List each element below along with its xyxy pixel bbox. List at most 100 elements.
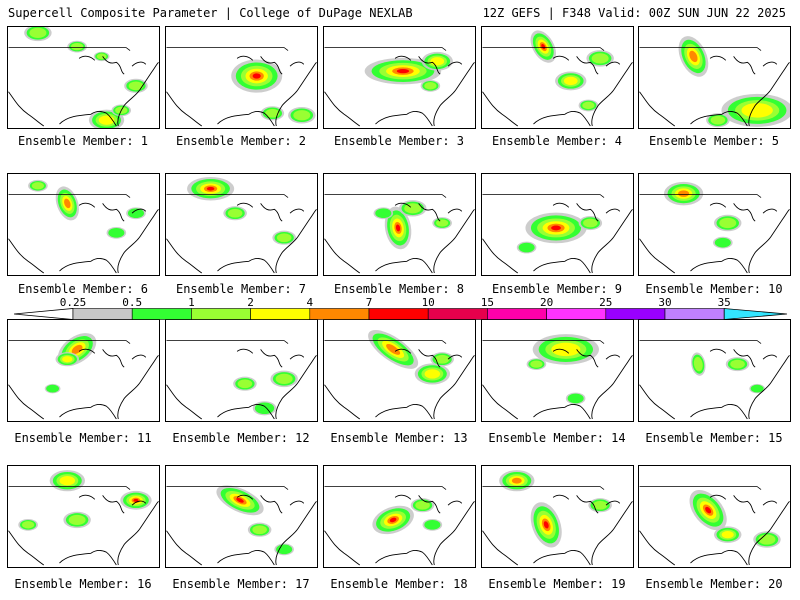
ensemble-member-map [323,26,476,129]
coastline [78,202,96,208]
coastline [117,500,159,566]
member-map-canvas [639,486,790,566]
scp-contour [530,360,543,368]
member-map-canvas [324,194,475,274]
ensemble-member-label: Ensemble Member: 20 [645,577,783,591]
coastline [78,55,96,61]
us-canada-border [8,340,131,344]
scp-contour [710,115,726,125]
coastline [260,349,283,368]
coastline [591,208,633,274]
scp-contour [567,393,584,404]
coastline [78,348,96,354]
coastline [605,61,621,67]
coastline [447,61,463,67]
member-map-canvas [324,47,475,127]
scp-contour [276,233,292,243]
member-map-canvas [166,340,317,420]
coastline [552,348,570,354]
coastline [639,384,676,420]
map-title: Supercell Composite Parameter | College … [8,6,413,20]
coastline [394,494,412,500]
coastline [433,61,475,127]
coastline [690,258,748,274]
member-map-canvas [8,470,159,566]
scp-contour [386,343,401,355]
coastline [690,404,748,420]
coastline [59,258,117,274]
scp-contour [551,225,561,231]
scp-contour [583,218,598,228]
scp-contour [434,354,450,364]
member-map-canvas [482,334,633,420]
ensemble-member-map [481,465,634,568]
member-map-canvas [482,470,633,566]
coastline [605,208,621,214]
scp-contour [252,73,261,79]
scp-contour [96,53,107,60]
scp-contour [591,53,609,64]
coastline [533,111,591,127]
scp-contour [436,219,449,227]
ensemble-member-map [638,465,791,568]
legend-tick-label: 7 [365,296,373,309]
coastline [217,258,275,274]
coastline [748,500,790,566]
member-map-canvas [324,486,475,566]
coastline [709,494,727,500]
coastline [236,348,254,354]
scp-contour [275,373,293,384]
coastline [709,55,727,61]
scp-contour [730,359,745,369]
scp-contour [375,208,392,219]
ensemble-member-label: Ensemble Member: 15 [645,431,783,445]
coastline [591,61,633,127]
legend-max-arrow [723,308,788,320]
us-canada-border [324,340,447,344]
coastline [166,238,203,274]
member-map-canvas [639,340,790,420]
ensemble-member-map [7,319,160,422]
legend-tick-label: 4 [306,296,314,309]
us-canada-border [324,486,447,490]
scp-contour [721,531,734,539]
member-map-canvas [8,333,159,420]
legend-color-segment [309,308,370,320]
ensemble-member-map [165,173,318,276]
member-map-canvas [639,181,790,274]
legend-color-segment [605,308,666,320]
scp-contour [714,237,731,248]
coastline [482,384,519,420]
coastline [533,550,591,566]
coastline [394,202,412,208]
coastline [217,404,275,420]
ensemble-member-label: Ensemble Member: 3 [333,134,465,148]
coastline [394,348,412,354]
legend-tick-label: 25 [599,296,613,309]
us-canada-border [639,340,762,344]
ensemble-member-label: Ensemble Member: 6 [17,282,149,296]
ensemble-member-label: Ensemble Member: 1 [17,134,149,148]
legend-color-bar [14,308,788,320]
coastline [447,354,463,360]
scp-contour [98,115,115,125]
scp-contour [59,476,76,486]
ensemble-member-map [481,319,634,422]
coastline [102,56,125,75]
legend-tick-label: 30 [658,296,672,309]
coastline [78,494,96,500]
scp-contour [252,525,267,535]
us-canada-border [482,486,605,490]
coastline [375,258,433,274]
coastline [131,61,147,67]
coastline [639,530,676,566]
coastline [166,384,203,420]
coastline [482,530,519,566]
ensemble-member-label: Ensemble Member: 10 [645,282,783,296]
coastline [375,550,433,566]
ensemble-member-map [638,26,791,129]
legend-color-segment [427,308,488,320]
legend-color-segment [546,308,607,320]
ensemble-member-label: Ensemble Member: 13 [330,431,468,445]
coastline [433,354,475,420]
